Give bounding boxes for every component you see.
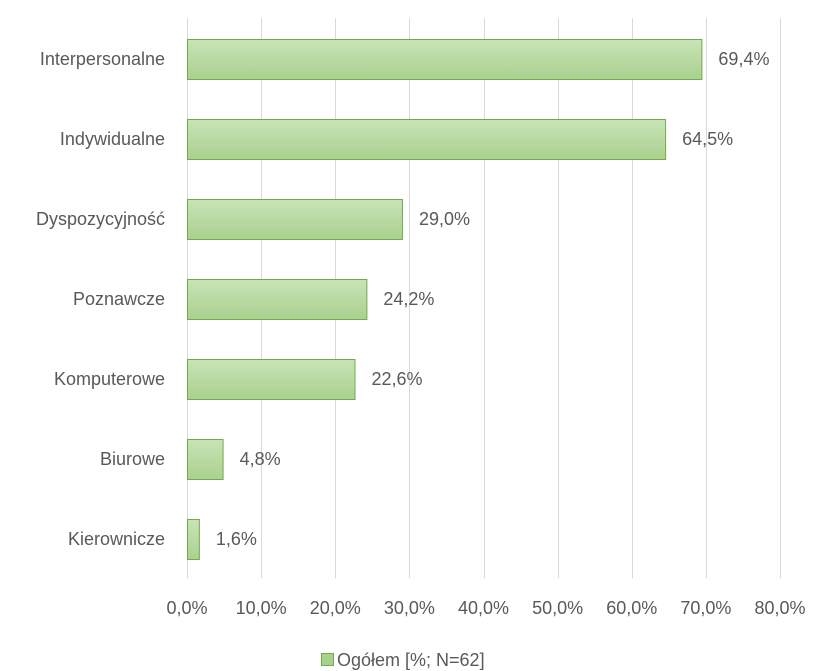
bar (187, 119, 667, 160)
bar (187, 199, 403, 240)
bar (187, 39, 703, 80)
x-tick-label: 20,0% (310, 598, 361, 618)
x-axis-ticks: 0,0% 10,0% 20,0% 30,0% 40,0% 50,0% 60,0% 70,0% 8… (166, 598, 805, 618)
data-label: 1,6% (216, 529, 257, 549)
gridlines (187, 18, 781, 578)
legend-label: Ogółem [%; N=62] (337, 650, 485, 670)
category-label: Kierownicze (68, 529, 165, 549)
bar (187, 519, 200, 560)
data-label: 69,4% (718, 49, 769, 69)
category-label: Komputerowe (54, 369, 165, 389)
legend-swatch (321, 653, 334, 666)
category-labels: Interpersonalne Indywidualne Dyspozycyjnoś… (36, 49, 165, 549)
x-tick-label: 0,0% (166, 598, 207, 618)
x-tick-label: 10,0% (236, 598, 287, 618)
bar (187, 279, 368, 320)
category-label: Indywidualne (60, 129, 165, 149)
category-label: Interpersonalne (40, 49, 165, 69)
bar (187, 359, 356, 400)
category-label: Dyspozycyjność (36, 209, 165, 229)
legend: Ogółem [%; N=62] (321, 650, 485, 670)
x-tick-label: 30,0% (384, 598, 435, 618)
data-label: 64,5% (682, 129, 733, 149)
data-label: 22,6% (372, 369, 423, 389)
data-labels: 69,4% 64,5% 29,0% 24,2% 22,6% 4,8% 1,6% (216, 49, 770, 549)
category-label: Poznawcze (73, 289, 165, 309)
x-tick-label: 60,0% (606, 598, 657, 618)
data-label: 4,8% (240, 449, 281, 469)
bars (187, 39, 703, 560)
category-label: Biurowe (100, 449, 165, 469)
data-label: 29,0% (419, 209, 470, 229)
x-tick-label: 80,0% (754, 598, 805, 618)
bar (187, 439, 224, 480)
x-tick-label: 70,0% (680, 598, 731, 618)
data-label: 24,2% (383, 289, 434, 309)
x-tick-label: 40,0% (458, 598, 509, 618)
x-tick-label: 50,0% (532, 598, 583, 618)
